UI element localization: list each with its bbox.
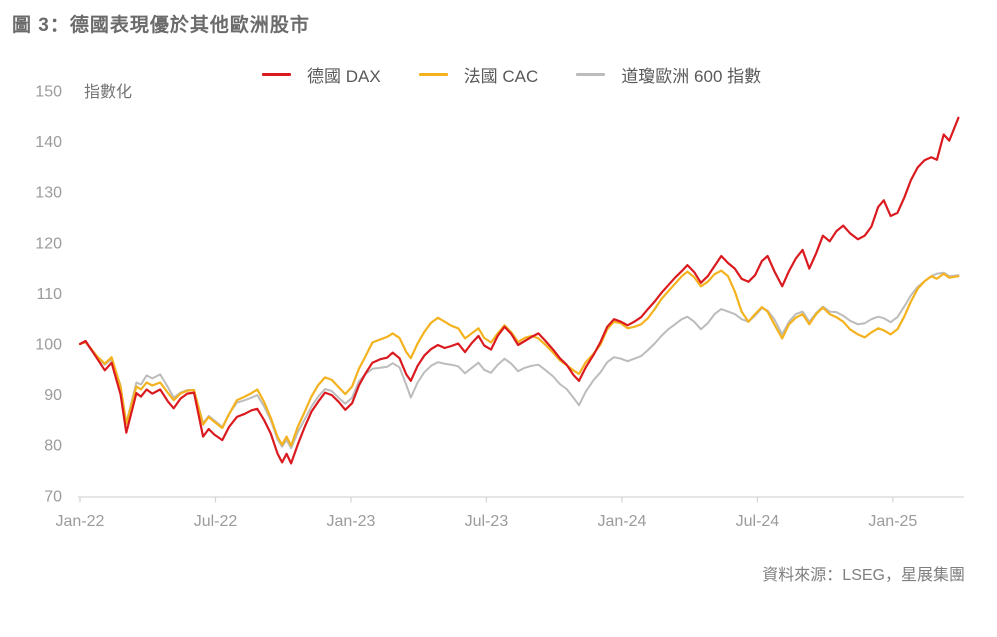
y-axis-unit-label: 指數化	[84, 83, 132, 101]
figure-title: 圖 3：德國表現優於其他歐洲股市	[12, 15, 310, 36]
x-tick-label: Jan-22	[56, 513, 105, 530]
legend-label-dax: 德國 DAX	[307, 67, 381, 86]
y-tick-label: 80	[44, 438, 62, 455]
y-tick-label: 70	[44, 488, 62, 505]
legend-item-stoxx600: 道瓊歐洲 600 指數	[576, 62, 761, 87]
legend-item-dax: 德國 DAX	[262, 62, 381, 87]
cac-line	[78, 269, 960, 447]
dax-line	[78, 116, 960, 465]
y-tick-label: 120	[35, 235, 62, 252]
chart-legend: 德國 DAX 法國 CAC 道瓊歐洲 600 指數	[262, 62, 761, 87]
y-tick-label: 110	[36, 286, 62, 303]
x-tick-label: Jan-25	[868, 513, 917, 530]
x-tick-label: Jan-23	[326, 513, 375, 530]
cac-line-swatch	[418, 73, 448, 76]
source-note: 資料來源：LSEG，星展集團	[762, 567, 965, 584]
stoxx600-line	[79, 271, 960, 450]
y-tick-label: 130	[35, 185, 62, 202]
y-tick-label: 150	[35, 84, 62, 101]
dax-line-swatch	[262, 73, 291, 76]
x-tick-label: Jan-24	[597, 513, 646, 530]
y-tick-label: 90	[44, 387, 62, 404]
x-tick-label: Jul-24	[736, 513, 780, 530]
y-tick-label: 100	[35, 337, 62, 354]
legend-label-cac: 法國 CAC	[463, 67, 539, 86]
x-tick-label: Jul-22	[194, 513, 238, 530]
x-tick-label: Jul-23	[465, 513, 509, 530]
y-tick-label: 140	[35, 134, 62, 151]
stoxx600-line-swatch	[576, 73, 606, 76]
legend-label-stoxx600: 道瓊歐洲 600 指數	[621, 67, 762, 86]
legend-item-cac: 法國 CAC	[418, 62, 539, 87]
